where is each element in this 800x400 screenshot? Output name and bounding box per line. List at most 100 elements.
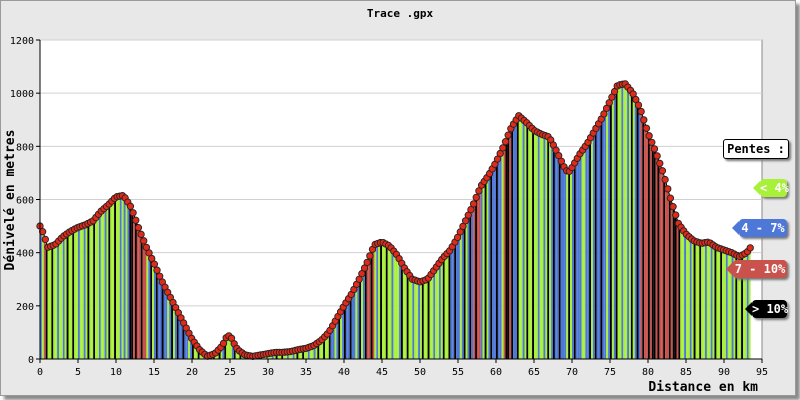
slope-bar — [420, 281, 422, 359]
slope-bar — [617, 85, 620, 360]
slope-bar — [444, 254, 447, 359]
data-point — [664, 185, 672, 193]
slope-bar — [363, 269, 365, 359]
slope-bar — [380, 242, 382, 359]
slope-bar — [503, 144, 506, 359]
slope-bar — [127, 202, 130, 359]
x-tick-label: 5 — [75, 367, 81, 378]
slope-bar — [315, 343, 318, 359]
slope-bar — [328, 330, 331, 359]
slope-bar — [146, 249, 149, 359]
slope-bar — [309, 346, 312, 359]
slope-bar — [520, 118, 523, 359]
x-tick-label: 80 — [642, 367, 654, 378]
slope-bar — [634, 99, 637, 359]
slope-bar — [347, 298, 350, 359]
slope-bar — [387, 245, 390, 359]
slope-bar — [471, 206, 474, 359]
slope-bar — [72, 229, 75, 359]
slope-bar — [154, 265, 156, 359]
slope-bar — [188, 333, 191, 359]
slope-bar — [741, 255, 743, 359]
slope-bar — [399, 260, 401, 359]
y-tick-label: 600 — [16, 196, 34, 207]
slope-bar — [433, 269, 436, 359]
slope-bar — [95, 217, 97, 359]
slope-bar — [516, 117, 519, 359]
slope-bar — [686, 234, 688, 359]
slope-bar — [106, 205, 109, 359]
slope-bar — [325, 335, 327, 359]
slope-bar — [319, 341, 322, 359]
slope-bar — [304, 348, 306, 359]
data-point — [140, 237, 148, 245]
slope-bar — [545, 136, 548, 359]
x-tick-label: 10 — [110, 367, 122, 378]
slope-bar — [51, 245, 54, 359]
slope-bar — [731, 253, 734, 359]
slope-bar — [45, 244, 48, 359]
slope-bar — [720, 249, 723, 359]
slope-bar — [676, 220, 679, 359]
slope-bar — [125, 199, 128, 359]
slope-bar — [169, 297, 172, 359]
slope-bar — [625, 85, 628, 360]
slope-bar — [402, 266, 405, 359]
slope-bar — [458, 234, 460, 359]
slope-bar — [446, 252, 449, 359]
slope-bar — [718, 248, 721, 359]
slope-bar — [136, 226, 139, 359]
slope-bar — [714, 246, 717, 359]
slope-bar — [155, 269, 158, 359]
slope-bar — [680, 227, 683, 359]
slope-bar — [235, 348, 238, 359]
data-point — [642, 124, 651, 132]
slope-bar — [665, 182, 667, 359]
slope-bar — [288, 351, 291, 359]
slope-bar — [684, 232, 686, 359]
slope-bar — [535, 131, 538, 359]
slope-bar — [450, 248, 453, 359]
slope-bar — [85, 224, 88, 359]
slope-bar — [733, 254, 736, 359]
slope-bar — [306, 348, 308, 359]
slope-bar — [129, 205, 132, 359]
slope-bar — [499, 152, 502, 359]
slope-bar — [437, 264, 439, 359]
slope-bar — [231, 341, 234, 359]
slope-bar — [724, 250, 726, 359]
slope-bar — [604, 111, 607, 360]
slope-bar — [53, 245, 56, 359]
x-tick-label: 60 — [490, 367, 502, 378]
slope-bar — [505, 139, 508, 359]
slope-bar — [494, 163, 496, 359]
slope-bar — [228, 335, 230, 359]
slope-bar — [401, 263, 403, 359]
slope-bar — [543, 135, 546, 359]
slope-bar — [459, 230, 462, 359]
data-point — [472, 193, 480, 202]
data-point — [672, 211, 680, 219]
slope-bar — [602, 115, 605, 359]
slope-bar — [393, 251, 396, 359]
slope-bar — [163, 286, 166, 359]
slope-bar — [636, 103, 639, 360]
slope-bar — [171, 300, 173, 359]
slope-bar — [461, 226, 464, 359]
slope-bar — [638, 107, 641, 359]
slope-bar — [556, 153, 559, 359]
y-tick-label: 200 — [16, 302, 34, 313]
slope-bar — [364, 265, 367, 359]
slope-bar — [40, 228, 42, 359]
slope-bar — [323, 337, 325, 359]
slope-bar — [340, 310, 343, 359]
slope-bar — [501, 148, 504, 359]
slope-bar — [739, 256, 742, 359]
slope-bar — [186, 329, 189, 359]
slope-bar — [454, 241, 457, 359]
slope-bar — [81, 225, 84, 359]
slope-bar — [585, 145, 588, 359]
slope-bar — [522, 119, 525, 360]
slope-bar — [397, 256, 400, 359]
